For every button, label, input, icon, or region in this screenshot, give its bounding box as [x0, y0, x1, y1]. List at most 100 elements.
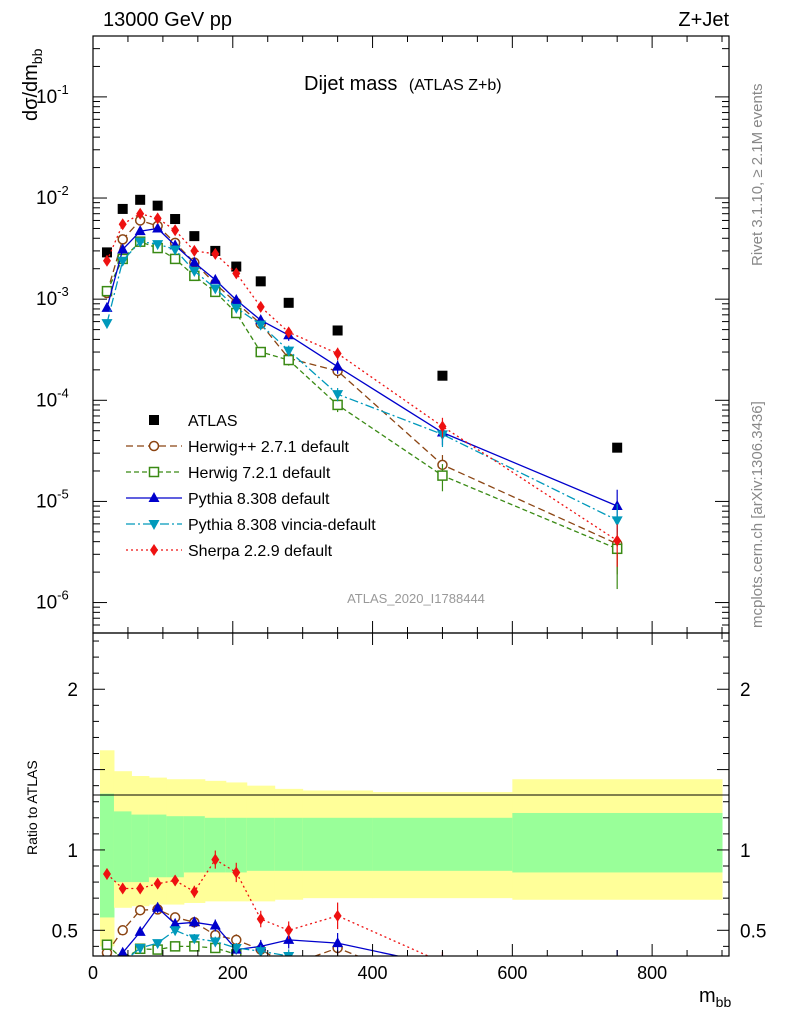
- atlas-data-point: [231, 261, 242, 272]
- sherpa-ratio-point: [171, 874, 180, 887]
- sherpa-main-point: [232, 267, 241, 280]
- rivet-label: Rivet 3.1.10, ≥ 2.1M events: [749, 84, 766, 267]
- legend-vincia-marker: [148, 520, 160, 530]
- sherpa-main-point: [153, 212, 162, 225]
- herwigpp-ratio-point: [438, 985, 447, 994]
- atlas-data-point: [437, 370, 448, 381]
- sherpa-ratio-point: [256, 913, 265, 926]
- pythia-ratio-line: [117, 906, 401, 956]
- y-tick-label-ratio-right: 1: [740, 841, 751, 862]
- y-tick-label-mantissa: 10: [36, 289, 57, 310]
- sherpa-main-point: [256, 300, 265, 313]
- legend-pythia-marker: [148, 492, 160, 502]
- vincia-ratio-point: [332, 970, 343, 980]
- y-tick-label-main: 10-6: [36, 588, 69, 614]
- ratio-bands: [99, 750, 723, 947]
- band-inner: [113, 811, 132, 883]
- sherpa-main-point: [190, 244, 199, 257]
- vincia-main-point: [152, 240, 164, 251]
- band-inner: [204, 817, 227, 873]
- sherpa-ratio-point: [284, 924, 293, 937]
- pythia-main-line: [106, 227, 618, 507]
- pythia-main-point: [101, 301, 113, 312]
- y-tick-label-ratio-left: 0.5: [52, 921, 78, 942]
- pythia-main-point: [230, 294, 242, 305]
- atlas-data-point: [255, 276, 266, 287]
- legend-pythia-label: Pythia 8.308 default: [188, 491, 330, 508]
- main-plot-series: [101, 194, 623, 590]
- pythia-main-point: [152, 222, 164, 233]
- vincia-main-point: [134, 237, 146, 248]
- y-tick-label-mantissa: 10: [36, 188, 57, 209]
- sherpa-main-point: [284, 326, 293, 339]
- main-y-axis-label: dσ/dmbb: [20, 48, 45, 121]
- pythia-main-point: [134, 225, 146, 236]
- plot-title: Dijet mass (ATLAS Z+b): [304, 73, 502, 95]
- sherpa-ratio-point: [211, 853, 220, 866]
- legend-sherpa-label: Sherpa 2.2.9 default: [188, 543, 333, 560]
- sherpa-ratio-point: [438, 956, 446, 968]
- sherpa-main-point: [136, 207, 145, 220]
- herwig7-main-line: [106, 240, 618, 550]
- sherpa-ratio-point: [190, 885, 199, 898]
- vincia-main-point: [611, 516, 623, 527]
- herwig7-main-point: [437, 470, 448, 481]
- sherpa-main-line: [106, 213, 618, 542]
- herwig7-ratio-point: [101, 939, 113, 951]
- main-y-axis-label-main: dσ/dm: [20, 64, 42, 121]
- atlas-data-point: [117, 203, 128, 214]
- herwigpp-ratio-point: [117, 925, 128, 936]
- y-tick-label-exponent: -5: [57, 486, 69, 501]
- band-inner: [246, 817, 276, 871]
- herwig7-ratio-point: [613, 990, 622, 999]
- sherpa-main-point: [102, 254, 111, 267]
- pythia-main-point: [209, 273, 221, 284]
- vincia-main-point: [255, 320, 267, 331]
- herwig7-ratio-point: [438, 990, 447, 999]
- sherpa-main-point: [211, 247, 220, 260]
- sherpa-main-point: [613, 534, 622, 547]
- y-tick-label-exponent: -2: [57, 183, 69, 198]
- band-inner: [302, 817, 374, 871]
- ratio-plot-series: [101, 850, 623, 999]
- y-tick-label-mantissa: 10: [36, 593, 57, 614]
- x-axis-label-main: m: [699, 985, 716, 1007]
- herwigpp-ratio-point: [134, 904, 146, 916]
- vincia-ratio-point: [134, 943, 146, 954]
- legend-sherpa-marker: [150, 544, 158, 556]
- herwig7-main-point: [332, 399, 343, 411]
- pythia-ratio-point: [134, 925, 146, 936]
- atlas-data-point: [189, 231, 200, 242]
- y-tick-label-exponent: -4: [57, 385, 69, 400]
- band-inner: [99, 793, 115, 918]
- herwigpp-main-point: [117, 234, 128, 245]
- band-inner: [274, 817, 304, 871]
- x-tick-label: 200: [218, 963, 248, 983]
- vincia-main-point: [283, 346, 295, 357]
- y-tick-label-ratio-right: 2: [740, 680, 751, 701]
- x-tick-label: 400: [358, 963, 388, 983]
- y-tick-label-ratio-right: 0.5: [740, 921, 766, 942]
- band-inner: [372, 817, 513, 871]
- vincia-ratio-point: [612, 976, 623, 986]
- analysis-id: ATLAS_2020_I1788444: [347, 591, 485, 606]
- band-inner: [512, 812, 723, 873]
- vincia-ratio-point: [437, 965, 448, 975]
- vincia-ratio-point: [152, 939, 164, 950]
- y-tick-label-exponent: -6: [57, 588, 69, 603]
- herwig7-main-point: [255, 346, 266, 358]
- pythia-ratio-point: [117, 946, 128, 956]
- y-tick-label-main: 10-3: [36, 284, 69, 310]
- y-tick-label-main: 10-4: [36, 385, 69, 411]
- x-tick-label: 600: [497, 963, 527, 983]
- axis-tick-labels: 0 200 400 600 80010-610-510-410-310-210-10.5…: [36, 82, 766, 983]
- sherpa-main-point: [438, 420, 447, 433]
- mcplots-label: mcplots.cern.ch [arXiv:1306.3436]: [749, 401, 766, 628]
- plot-title-sub: (ATLAS Z+b): [409, 77, 502, 94]
- y-tick-label-ratio-left: 2: [67, 680, 78, 701]
- legend-herwig7-label: Herwig 7.2.1 default: [188, 465, 331, 482]
- x-tick-label: 0: [88, 963, 98, 983]
- y-tick-label-main: 10-2: [36, 183, 69, 209]
- atlas-data-point: [152, 200, 163, 211]
- vincia-ratio-point: [101, 974, 112, 984]
